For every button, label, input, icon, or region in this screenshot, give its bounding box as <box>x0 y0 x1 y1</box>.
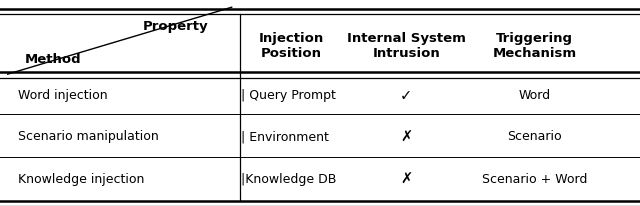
Text: Method: Method <box>24 53 81 66</box>
Text: Knowledge injection: Knowledge injection <box>18 173 144 186</box>
Text: Word: Word <box>518 89 550 102</box>
Text: Scenario manipulation: Scenario manipulation <box>18 130 159 144</box>
Text: | Query Prompt: | Query Prompt <box>241 89 336 102</box>
Text: Word injection: Word injection <box>18 89 108 102</box>
Text: ✗: ✗ <box>400 130 413 144</box>
Text: ✓: ✓ <box>400 88 413 103</box>
Text: Scenario: Scenario <box>507 130 562 144</box>
Text: Internal System
Intrusion: Internal System Intrusion <box>347 32 466 60</box>
Text: ✗: ✗ <box>400 172 413 187</box>
Text: Triggering
Mechanism: Triggering Mechanism <box>492 32 577 60</box>
Text: Scenario + Word: Scenario + Word <box>482 173 587 186</box>
Text: | Environment: | Environment <box>241 130 329 144</box>
Text: |Knowledge DB: |Knowledge DB <box>241 173 337 186</box>
Text: Injection
Position: Injection Position <box>259 32 324 60</box>
Text: Property: Property <box>142 20 208 33</box>
